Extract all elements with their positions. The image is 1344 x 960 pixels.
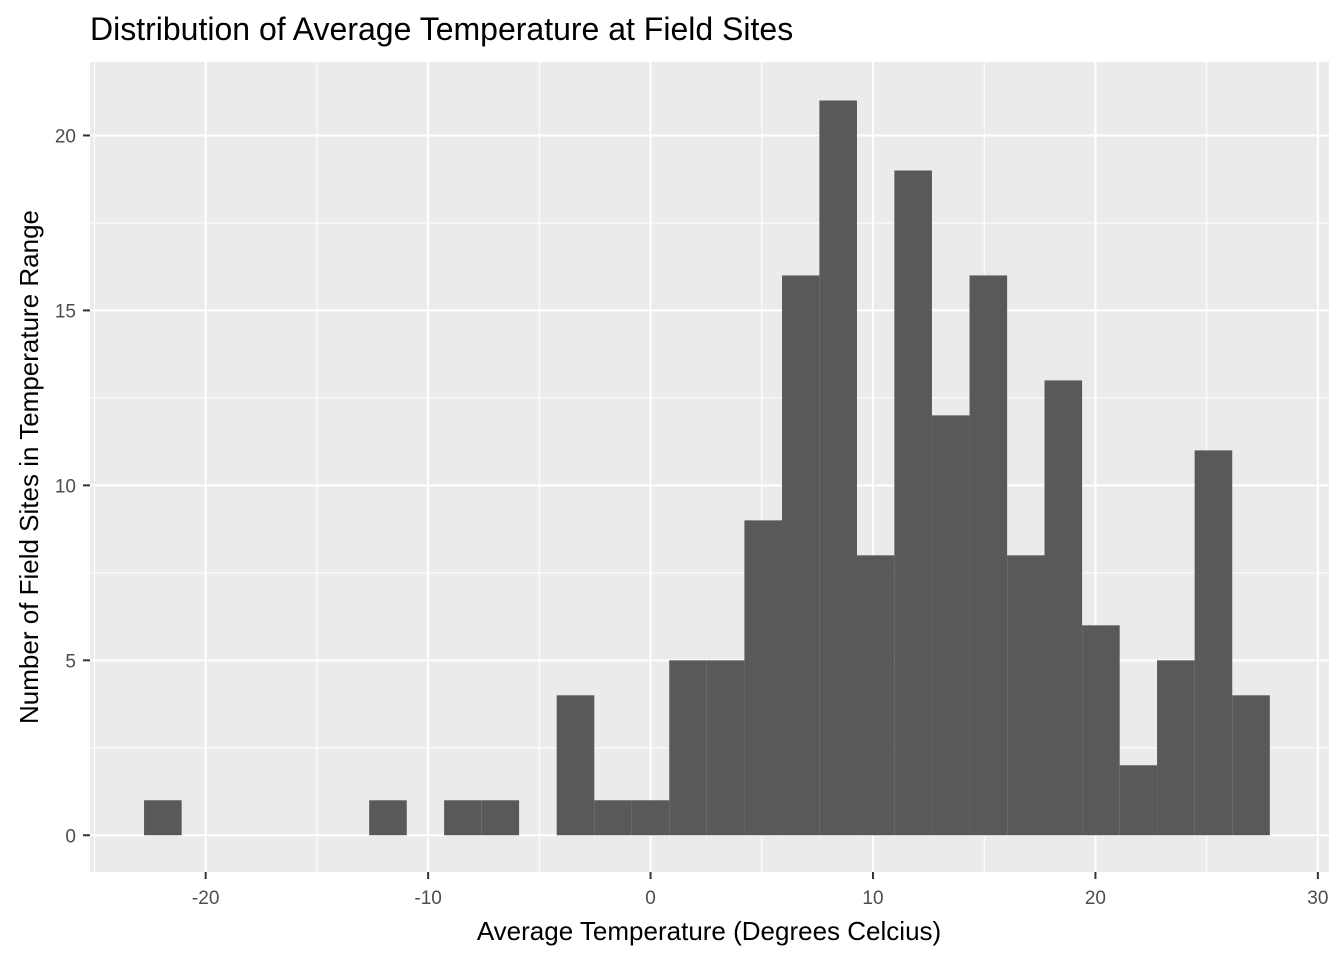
histogram-bar bbox=[1232, 695, 1270, 836]
histogram-bar bbox=[931, 415, 970, 836]
histogram-bar bbox=[706, 660, 745, 836]
y-tick-label: 10 bbox=[55, 476, 76, 497]
minor-gridlines bbox=[90, 62, 1329, 872]
x-tick-label: 0 bbox=[645, 888, 656, 909]
y-tick-label: 5 bbox=[65, 651, 76, 672]
histogram-bar bbox=[669, 660, 707, 836]
histogram-bar bbox=[819, 100, 857, 836]
y-tick-label: 15 bbox=[55, 301, 76, 322]
x-tick-label: 20 bbox=[1085, 888, 1106, 909]
histogram-bar bbox=[744, 520, 783, 836]
y-tick-label: 0 bbox=[65, 826, 76, 847]
major-gridlines bbox=[90, 62, 1329, 872]
x-axis: -20 -10 0 10 20 30 bbox=[192, 872, 1328, 909]
x-axis-title: Average Temperature (Degrees Celcius) bbox=[477, 916, 941, 946]
histogram-bar bbox=[1082, 625, 1120, 836]
chart-title: Distribution of Average Temperature at F… bbox=[90, 11, 793, 47]
y-axis: 0 5 10 15 20 bbox=[55, 126, 90, 847]
y-axis-title: Number of Field Sites in Temperature Ran… bbox=[14, 210, 44, 724]
histogram-bar bbox=[1044, 380, 1083, 836]
histogram-bar bbox=[144, 800, 182, 836]
histogram-bar bbox=[1157, 660, 1195, 836]
histogram-bar bbox=[1119, 765, 1158, 836]
histogram-bar bbox=[782, 275, 820, 836]
histogram-bar bbox=[369, 800, 407, 836]
x-tick-label: 10 bbox=[862, 888, 883, 909]
y-tick-label: 20 bbox=[55, 126, 76, 147]
histogram-bar bbox=[481, 800, 520, 836]
histogram-bar bbox=[444, 800, 482, 836]
histogram-bar bbox=[894, 170, 932, 836]
histogram-bar bbox=[969, 275, 1008, 836]
histogram-bar bbox=[631, 800, 670, 836]
histogram-bar bbox=[1194, 450, 1233, 836]
histogram-bar bbox=[594, 800, 632, 836]
histogram-bar bbox=[556, 695, 595, 836]
histogram-bar bbox=[856, 555, 895, 836]
plot-panel bbox=[90, 62, 1329, 872]
x-tick-label: -10 bbox=[414, 888, 441, 909]
x-tick-label: 30 bbox=[1307, 888, 1328, 909]
histogram-bar bbox=[1007, 555, 1045, 836]
histogram-bars bbox=[144, 100, 1270, 836]
x-tick-label: -20 bbox=[192, 888, 219, 909]
